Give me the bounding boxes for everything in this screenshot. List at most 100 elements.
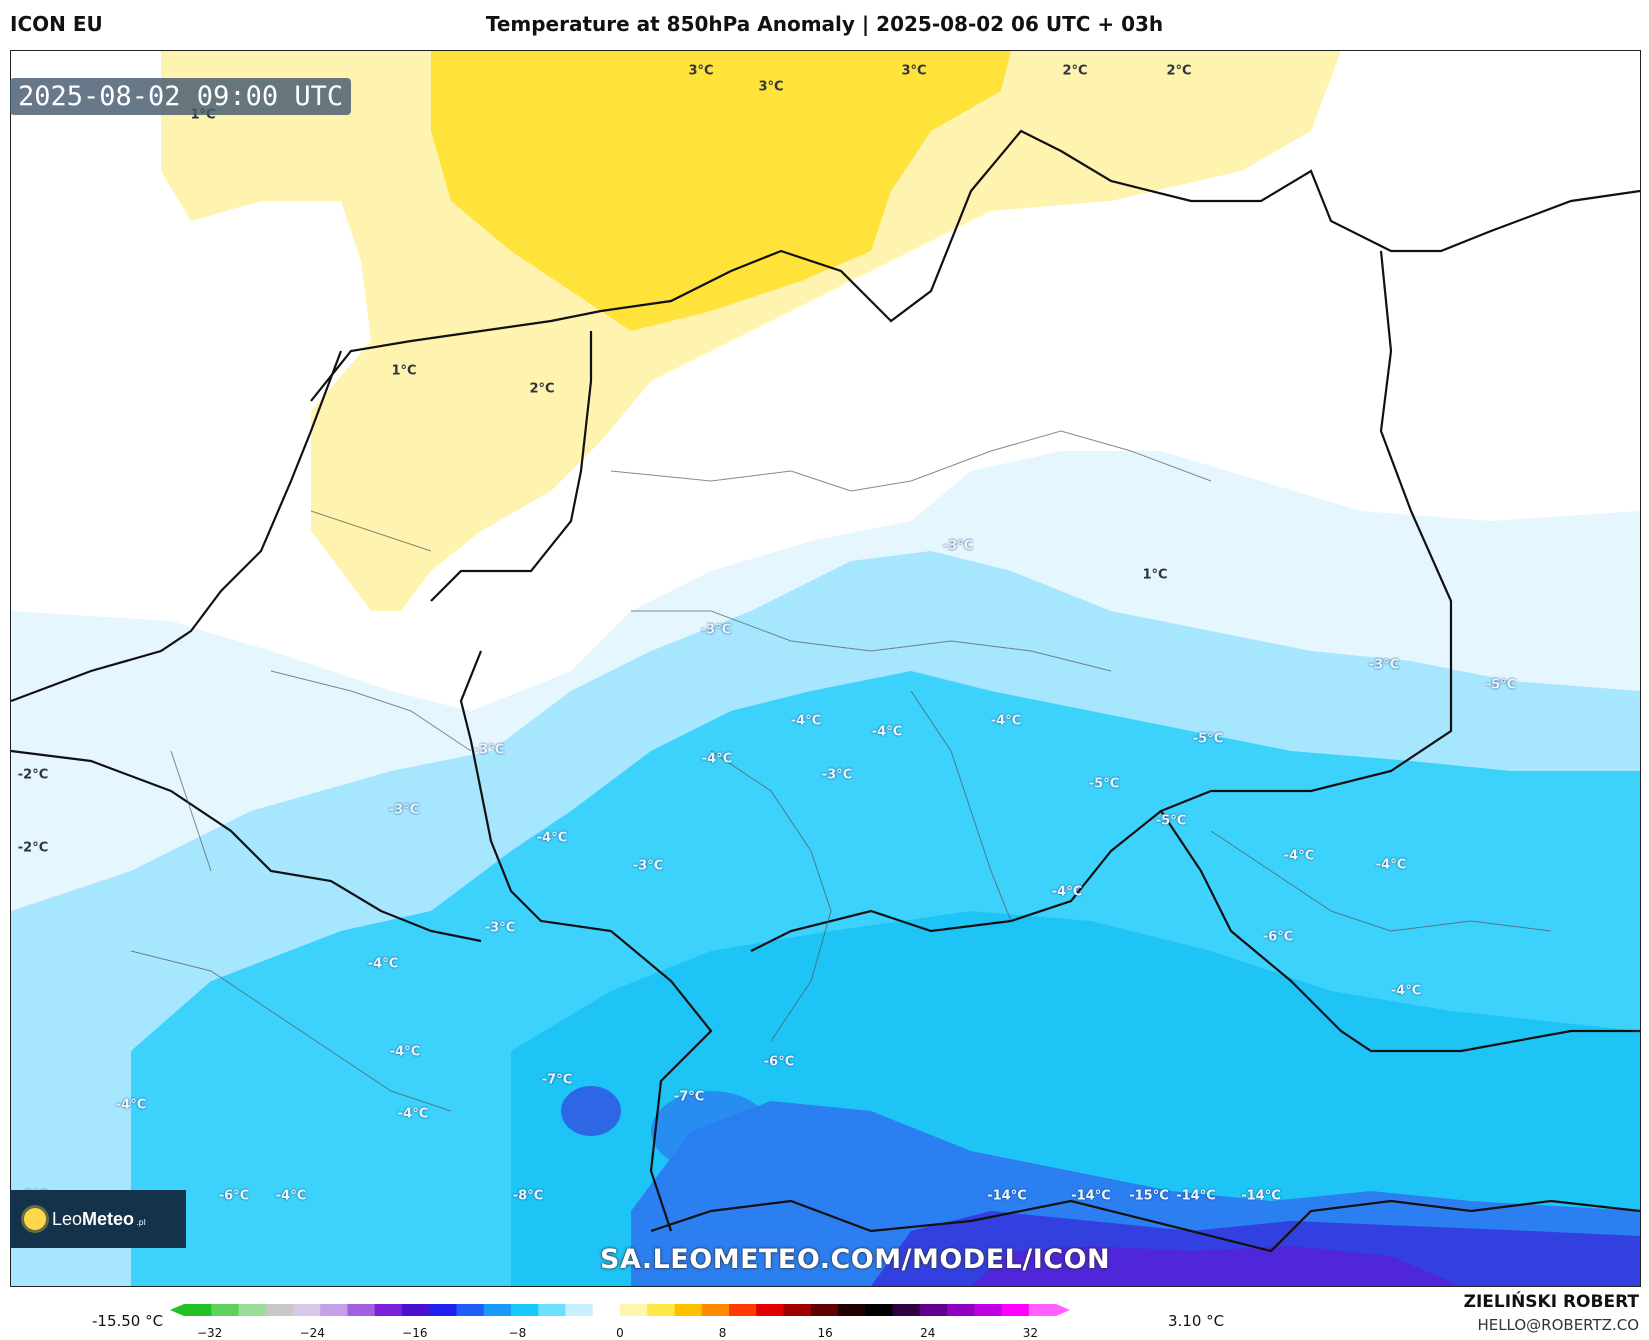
colorbar-segment <box>838 1304 866 1316</box>
colorbar-segment <box>238 1304 267 1316</box>
colorbar-segment <box>402 1304 430 1316</box>
colorbar-segment <box>565 1304 594 1316</box>
temperature-label: -15°C <box>1129 1188 1169 1204</box>
north-sea-coast <box>310 129 1640 402</box>
model-name: ICON EU <box>10 12 103 36</box>
colorbar-segment <box>892 1304 921 1316</box>
colorbar-segment <box>483 1304 512 1316</box>
anomaly-map: 1°C 3°C 3°C 3°C 2°C 2°C 1°C 2°C -3°C 1°C -3°C -3°C -… <box>10 50 1641 1287</box>
temperature-label: 2°C <box>1166 63 1192 79</box>
colorbar-segment <box>865 1304 893 1316</box>
temperature-label: 2°C <box>1062 63 1088 79</box>
colorbar-segment <box>1001 1304 1030 1316</box>
temperature-label: 1°C <box>391 363 417 379</box>
temperature-label: -4°C <box>790 713 822 729</box>
colorbar-tick-label: −16 <box>402 1326 428 1340</box>
colorbar-tick-label: −32 <box>196 1326 223 1340</box>
colorbar-segment <box>701 1304 730 1316</box>
logo-tld: .pl <box>136 1217 146 1227</box>
west-border <box>430 331 593 602</box>
temperature-label: -5°C <box>1485 677 1517 693</box>
colorbar-segment <box>1028 1304 1057 1316</box>
temperature-label: -2°C <box>17 767 49 783</box>
temperature-label: -2°C <box>17 840 49 856</box>
colorbar-segment <box>265 1304 294 1316</box>
colorbar-segment <box>184 1304 212 1316</box>
temperature-label: -4°C <box>701 751 733 767</box>
colorbar-segment <box>429 1304 457 1316</box>
temperature-label: -6°C <box>1262 929 1294 945</box>
colorbar-segment <box>374 1304 403 1316</box>
temperature-label: -3°C <box>700 622 732 638</box>
temperature-label: -5°C <box>1192 731 1224 747</box>
temperature-label: -4°C <box>990 713 1022 729</box>
colorbar-tick-label: 8 <box>718 1326 727 1340</box>
south-west-border <box>459 650 713 1232</box>
colorbar-segment <box>674 1304 703 1316</box>
colorbar-min-label: -15.50 °C <box>92 1312 164 1330</box>
colorbar-segment <box>620 1304 648 1316</box>
temperature-label: -6°C <box>763 1054 795 1070</box>
temperature-label: -3°C <box>388 802 420 818</box>
temperature-label: 3°C <box>758 79 784 95</box>
temperature-label: -4°C <box>871 724 903 740</box>
valid-time-box: 2025-08-02 09:00 UTC <box>10 78 352 115</box>
temperature-label: -4°C <box>536 830 568 846</box>
author-email: HELLO@ROBERTZ.CO <box>1477 1316 1639 1334</box>
temperature-label: -3°C <box>942 538 974 554</box>
temperature-label: -14°C <box>987 1188 1027 1204</box>
temperature-label: -7°C <box>541 1072 573 1088</box>
temperature-label: 3°C <box>688 63 714 79</box>
colorbar-tick-label: 24 <box>920 1326 936 1340</box>
temperature-label: -4°C <box>367 956 399 972</box>
temperature-label: 2°C <box>529 381 555 397</box>
strong-yellow-region <box>431 51 1011 331</box>
colorbar-segment <box>320 1304 348 1316</box>
temperature-label: -3°C <box>632 858 664 874</box>
temperature-label: 3°C <box>901 63 927 79</box>
violet-region <box>971 1246 1461 1286</box>
temperature-label: -4°C <box>275 1188 307 1204</box>
colorbar <box>170 1304 1070 1316</box>
colorbar-segment <box>347 1304 376 1316</box>
colorbar-segment <box>293 1304 321 1316</box>
temperature-label: -4°C <box>1390 983 1422 999</box>
colorbar-segment <box>729 1304 757 1316</box>
colorbar-tick-label: −24 <box>299 1326 325 1340</box>
temperature-label: -4°C <box>397 1106 429 1122</box>
leometeo-logo[interactable]: LeoMeteo .pl <box>10 1190 186 1248</box>
temperature-label: -4°C <box>1051 884 1083 900</box>
colorbar-segment <box>919 1304 948 1316</box>
polish-border <box>1159 250 1640 1053</box>
colorbar-segment <box>211 1304 239 1316</box>
temperature-label: -3°C <box>484 920 516 936</box>
colorbar-tick-label: 0 <box>616 1326 624 1340</box>
sun-icon <box>24 1208 46 1230</box>
colorbar-segment <box>592 1304 621 1316</box>
watermark-url[interactable]: SA.LEOMETEO.COM/MODEL/ICON <box>600 1244 1111 1275</box>
logo-name: LeoMeteo <box>52 1208 135 1229</box>
temperature-label: -5°C <box>1155 813 1187 829</box>
temperature-label: -3°C <box>821 767 853 783</box>
author-name: ZIELIŃSKI ROBERT <box>1463 1292 1639 1312</box>
alps-border <box>650 1199 1640 1253</box>
temperature-label: -3°C <box>1368 657 1400 673</box>
colorbar-tick-label: 16 <box>817 1326 833 1340</box>
temperature-label: -4°C <box>1375 857 1407 873</box>
colorbar-high-arrow <box>1056 1304 1070 1316</box>
colorbar-segment <box>974 1304 1002 1316</box>
colorbar-segment <box>511 1304 539 1316</box>
colorbar-tick-label: −8 <box>508 1326 527 1340</box>
temperature-label: -6°C <box>218 1188 250 1204</box>
czech-border <box>750 810 1162 952</box>
temperature-label: -7°C <box>673 1089 705 1105</box>
france-belgium-border <box>11 749 482 943</box>
temperature-label: -14°C <box>1241 1188 1281 1204</box>
colorbar-segment <box>538 1304 566 1316</box>
temperature-label: -8°C <box>512 1188 544 1204</box>
map-canvas <box>11 51 1640 1286</box>
colorbar-segment <box>783 1304 812 1316</box>
map-title: Temperature at 850hPa Anomaly | 2025-08-… <box>485 12 1164 36</box>
colorbar-segment <box>456 1304 485 1316</box>
colorbar-low-arrow <box>170 1304 184 1316</box>
